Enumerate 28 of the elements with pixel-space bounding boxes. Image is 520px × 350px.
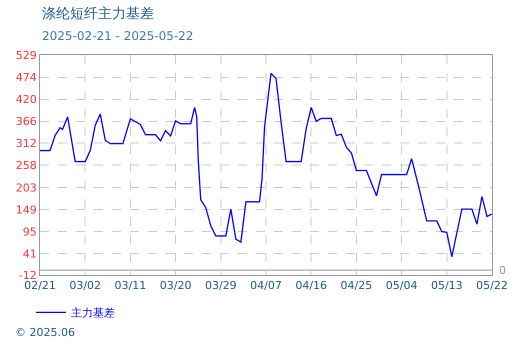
x-tick-label: 03/02 xyxy=(69,279,102,292)
y-tick-label: 149 xyxy=(16,203,37,216)
y-tick-label: 420 xyxy=(16,93,37,106)
legend-label: 主力基差 xyxy=(70,306,115,320)
x-tick-label: 05/04 xyxy=(386,279,418,292)
ref-line-label: 0 xyxy=(499,264,506,277)
y-tick-label: 529 xyxy=(16,48,37,62)
y-tick-label: 366 xyxy=(16,115,37,128)
x-tick-label: 02/21 xyxy=(24,279,56,292)
text: © 2025.06 xyxy=(15,326,75,339)
y-tick-label: 258 xyxy=(16,159,37,172)
y-tick-label: -12 xyxy=(18,268,37,282)
y-tick-label: 312 xyxy=(16,137,37,150)
x-tick-label: 03/29 xyxy=(204,279,237,292)
x-tick-label: 04/25 xyxy=(340,279,372,292)
y-tick-label: 474 xyxy=(16,71,37,84)
x-tick-label: 03/11 xyxy=(114,279,146,292)
chart-subtitle: 2025-02-21 - 2025-05-22 xyxy=(42,29,194,43)
x-tick-label: 05/13 xyxy=(430,279,463,292)
x-tick-label: 05/22 xyxy=(476,279,508,292)
x-tick-label: 04/16 xyxy=(295,279,328,292)
chart-title: 涤纶短纤主力基差 xyxy=(42,6,154,22)
line-series xyxy=(40,72,492,258)
y-tick-label: 203 xyxy=(16,181,37,194)
y-tick-label: 95 xyxy=(22,225,37,238)
y-tick-label: 41 xyxy=(22,247,37,260)
x-tick-label: 03/20 xyxy=(160,279,192,292)
x-tick-label: 04/07 xyxy=(250,279,282,292)
